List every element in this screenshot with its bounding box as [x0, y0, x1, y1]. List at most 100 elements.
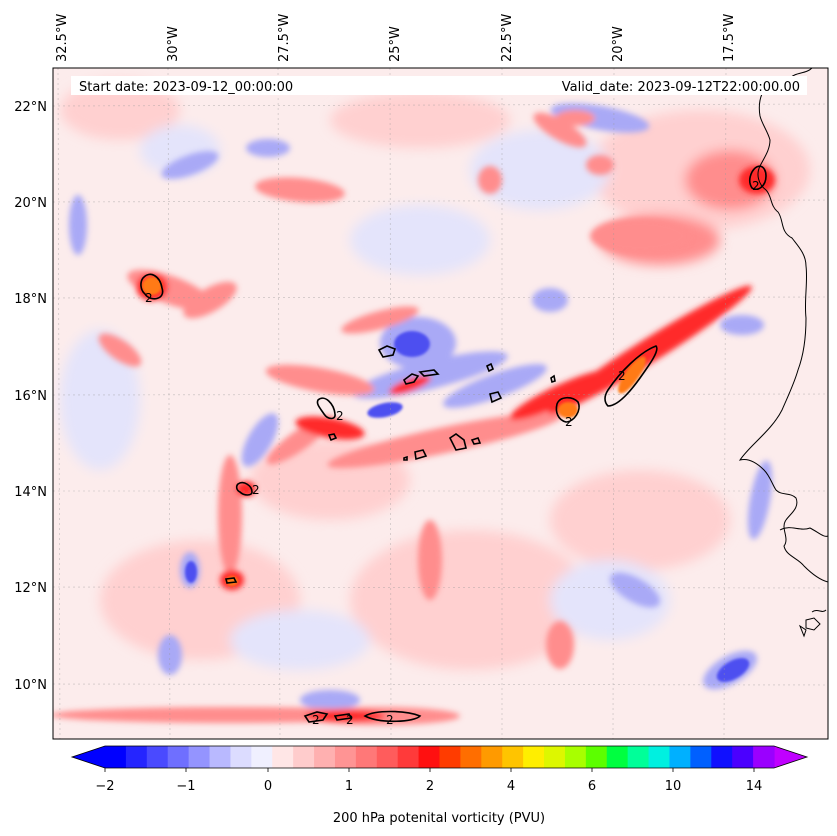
lat-label: 10°N — [14, 678, 47, 693]
contour-label: 2 — [346, 713, 354, 727]
lat-label: 14°N — [14, 485, 47, 500]
pv-anomaly-blob — [265, 364, 375, 396]
lon-label: 32.5°W — [55, 14, 70, 62]
colorbar-cell — [293, 746, 315, 768]
colorbar-cell — [209, 746, 232, 768]
contour-label: 2 — [312, 713, 320, 727]
pv-anomaly-blob — [509, 370, 611, 420]
lon-label: 25°W — [388, 26, 403, 62]
pv-anomaly-blob — [350, 205, 490, 275]
colorbar-cell — [481, 746, 503, 768]
colorbar-cell — [460, 746, 482, 768]
pv-anomaly-blob — [300, 690, 360, 710]
pv-anomaly-blob — [685, 150, 775, 210]
pv-anomaly-blob — [470, 130, 610, 210]
lon-label: 20°W — [611, 26, 626, 62]
longitude-labels: 32.5°W 30°W 27.5°W 25°W 22.5°W 20°W 17.5… — [55, 14, 737, 62]
pv-anomaly-blob — [443, 364, 547, 408]
colorbar-cell — [502, 746, 524, 768]
colorbar-tick-label: 14 — [746, 779, 763, 794]
pv-anomaly-blob — [69, 195, 87, 255]
pv-anomaly-blob — [716, 658, 750, 682]
pv-anomaly-blob — [255, 177, 345, 203]
start-date-title: Start date: 2023-09-12_00:00:00 — [79, 80, 293, 95]
pv-anomaly-blob — [161, 151, 219, 179]
pv-anomaly-blob — [367, 402, 403, 418]
colorbar-tick-label: −2 — [95, 779, 114, 794]
colorbar-cell — [355, 746, 378, 768]
colorbar-low-extend — [72, 746, 105, 768]
colorbar-cell — [105, 746, 127, 768]
pv-anomaly-blob — [246, 139, 290, 157]
pv-anomaly-blob — [532, 288, 568, 312]
contour-label: 2 — [336, 409, 344, 423]
colorbar-cell — [314, 746, 336, 768]
pv-anomaly-blob — [720, 315, 764, 335]
colorbar-high-extend — [774, 746, 807, 768]
colorbar-cell — [606, 746, 629, 768]
contour-label: 2 — [752, 179, 760, 193]
lat-label: 12°N — [14, 581, 47, 596]
colorbar-cells — [105, 746, 775, 768]
pv-anomaly-blob — [185, 561, 197, 583]
colorbar-cell — [334, 746, 357, 768]
colorbar-cell — [711, 746, 733, 768]
pv-anomaly-blob — [295, 416, 365, 440]
colorbar-tick-label: 0 — [264, 779, 272, 794]
colorbar-cell — [732, 746, 754, 768]
lat-label: 18°N — [14, 292, 47, 307]
contour-labels: 2 2 2 2 2 2 2 2 2 — [145, 179, 760, 727]
pv-anomaly-blob — [183, 281, 237, 319]
coastline — [738, 68, 828, 638]
colorbar-cell — [397, 746, 420, 768]
colorbar-cell — [523, 746, 545, 768]
pv-anomaly-blob — [142, 277, 162, 295]
colorbar-cell — [251, 746, 273, 768]
colorbar-cell — [753, 746, 775, 768]
contour-label: 2 — [618, 369, 626, 383]
colorbar-ticks: −2 −1 0 1 2 4 6 10 14 — [95, 768, 762, 794]
lon-label: 22.5°W — [500, 14, 515, 62]
colorbar-cell — [648, 746, 671, 768]
colorbar-tick-label: −1 — [176, 779, 195, 794]
pv-anomaly-blob — [341, 306, 419, 334]
pv-anomaly-blob — [610, 572, 660, 608]
pv-anomaly-blob — [590, 218, 690, 254]
contour-label: 2 — [252, 483, 260, 497]
pv-anomaly-blob — [555, 110, 595, 126]
colorbar-cell — [376, 746, 399, 768]
pv-anomaly-blob — [350, 530, 590, 670]
colorbar-tick-label: 2 — [426, 779, 434, 794]
pv-anomaly-blob — [747, 460, 773, 540]
contour-label: 2 — [386, 713, 394, 727]
colorbar-cell — [188, 746, 211, 768]
lat-label: 22°N — [14, 100, 47, 115]
pv-anomaly-blob — [618, 356, 646, 394]
colorbar-cell — [272, 746, 294, 768]
colorbar-cell — [627, 746, 650, 768]
valid-date-title: Valid_date: 2023-09-12T22:00:00.00 — [562, 80, 800, 95]
pv-anomaly-blob — [327, 411, 563, 469]
contour-label: 2 — [145, 291, 153, 305]
contour-label: 2 — [565, 415, 573, 429]
pv-anomaly-blob — [230, 610, 370, 670]
lon-label: 30°W — [166, 26, 181, 62]
colorbar-cell — [544, 746, 566, 768]
colorbar-cell — [167, 746, 190, 768]
colorbar-cell — [564, 746, 587, 768]
pv-anomaly-blob — [389, 375, 431, 395]
pv-anomaly-blob — [550, 470, 730, 570]
colorbar-cell — [439, 746, 462, 768]
pv-anomaly-blob — [418, 520, 442, 600]
pv-anomaly-blob — [218, 455, 242, 575]
pv-anomaly-blob — [478, 166, 502, 194]
colorbar-cell — [669, 746, 691, 768]
pv-2-contours — [140, 165, 767, 723]
colorbar-tick-label: 6 — [588, 779, 596, 794]
pv-anomaly-blob — [60, 330, 140, 470]
pv-anomaly-blob — [586, 155, 614, 175]
lon-label: 27.5°W — [277, 14, 292, 62]
colorbar-cell — [146, 746, 169, 768]
pv-anomaly-blob — [394, 331, 430, 357]
